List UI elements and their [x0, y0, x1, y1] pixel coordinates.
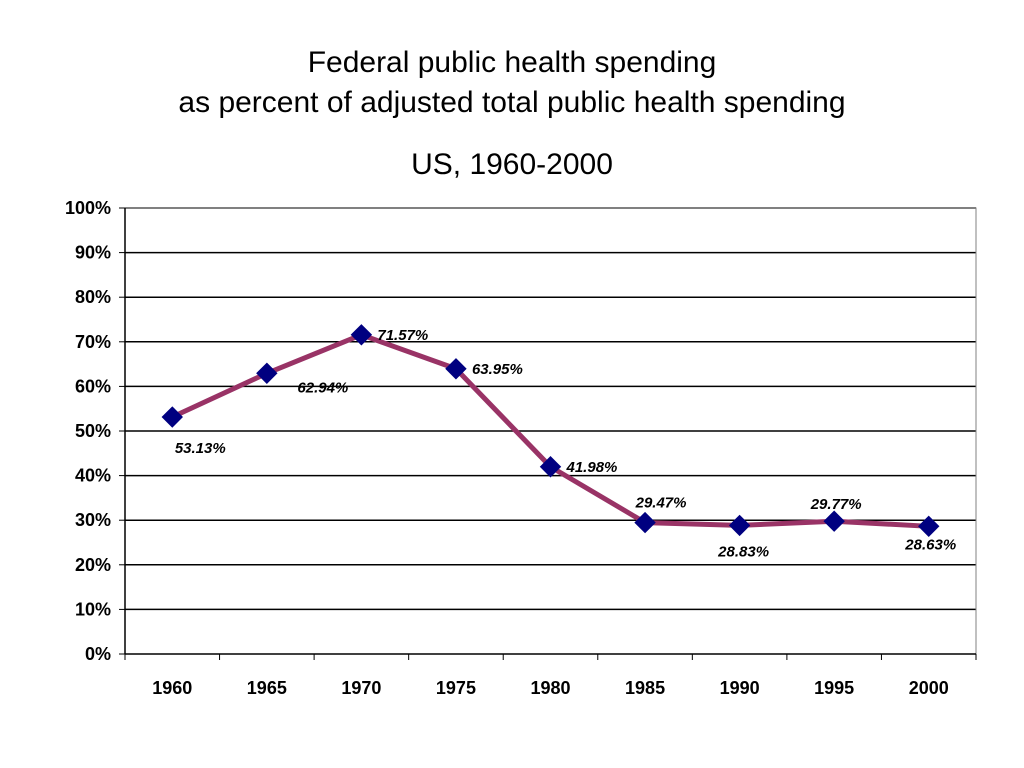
y-tick-label: 30% [75, 510, 111, 530]
x-tick-label-1990: 1990 [720, 678, 760, 698]
axes [119, 207, 977, 660]
x-tick-label-2000: 2000 [909, 678, 949, 698]
y-tick-label: 40% [75, 466, 111, 486]
y-tick-label: 60% [75, 376, 111, 396]
data-point-1960 [161, 406, 183, 428]
x-tick-label-1975: 1975 [436, 678, 476, 698]
data-label-1960: 53.13% [175, 440, 226, 457]
chart-title-line-2: as percent of adjusted total public heal… [178, 86, 846, 119]
x-tick-label-1980: 1980 [530, 678, 570, 698]
data-point-1985 [634, 511, 656, 534]
x-axis-tick-labels: 1960 1965 1970 1975 1980 1985 1990 1995 2000 [152, 678, 948, 698]
x-tick-label-1995: 1995 [814, 678, 854, 698]
x-tick-label-1970: 1970 [341, 678, 381, 698]
data-label-1980: 41.98% [566, 459, 618, 476]
data-label-1990: 28.83% [717, 543, 769, 560]
chart-title-line-1: Federal public health spending [307, 46, 717, 79]
y-tick-label: 100% [65, 198, 111, 218]
data-point-2000 [918, 515, 940, 538]
y-tick-label: 20% [75, 555, 111, 575]
y-tick-label: 90% [75, 243, 111, 263]
chart-subtitle: US, 1960-2000 [411, 148, 613, 181]
data-labels: 53.13% 62.94% 71.57% 63.95% 41.98% 29.47% 28.8… [175, 327, 956, 561]
data-label-1965: 62.94% [297, 379, 348, 396]
data-label-2000: 28.63% [904, 536, 956, 553]
y-tick-label: 50% [75, 421, 111, 441]
data-label-1985: 29.47% [635, 495, 687, 512]
data-point-1975 [445, 358, 467, 380]
data-label-1975: 63.95% [472, 361, 523, 378]
y-tick-label: 10% [75, 599, 111, 619]
gridlines [125, 207, 976, 611]
data-point-1965 [256, 362, 278, 384]
data-point-1970 [350, 324, 373, 346]
data-point-1990 [728, 514, 751, 537]
y-tick-label: 80% [75, 287, 111, 307]
y-axis-tick-labels: 0% 10% 20% 30% 40% 50% 60% 70% 80% 90% 100% [65, 198, 111, 664]
y-tick-label: 70% [75, 332, 111, 352]
data-point-1995 [823, 510, 845, 532]
y-tick-label: 0% [85, 644, 111, 664]
x-tick-label-1960: 1960 [152, 678, 192, 698]
series-markers [161, 324, 940, 538]
data-label-1995: 29.77% [810, 496, 862, 513]
x-tick-label-1985: 1985 [625, 678, 665, 698]
data-label-1970: 71.57% [377, 327, 428, 344]
x-tick-label-1965: 1965 [247, 678, 287, 698]
data-point-1980 [539, 456, 562, 478]
